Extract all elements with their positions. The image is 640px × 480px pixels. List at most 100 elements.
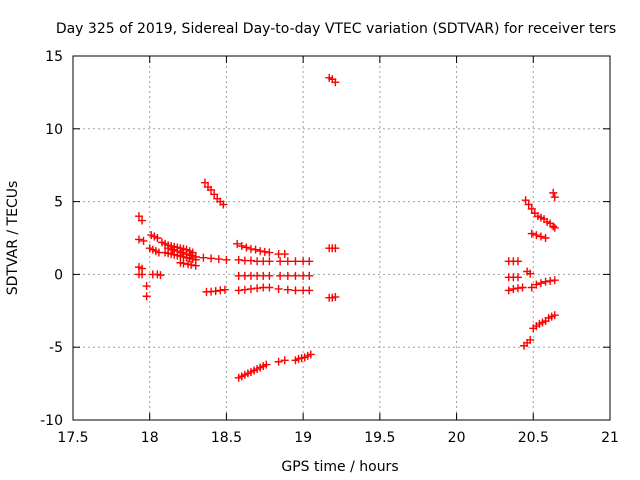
data-point (199, 253, 208, 262)
series-track-g (148, 270, 165, 280)
data-point (138, 216, 147, 225)
data-point (331, 292, 340, 301)
data-point (211, 287, 220, 296)
series-track-ad (504, 273, 522, 282)
data-point (265, 271, 274, 280)
series-track-o (233, 239, 274, 257)
data-points (134, 73, 559, 382)
series-track-ac (504, 257, 522, 266)
x-tick-label: 19.5 (364, 430, 395, 446)
data-point (191, 261, 200, 270)
y-tick-label: 10 (45, 122, 63, 138)
data-point (283, 285, 292, 294)
series-track-u (276, 271, 314, 280)
data-point (532, 280, 541, 289)
data-point (504, 286, 513, 295)
data-point (246, 244, 255, 253)
data-point (518, 283, 527, 292)
data-point (550, 276, 559, 285)
data-point (305, 271, 314, 280)
data-point (173, 247, 182, 256)
data-point (280, 356, 289, 365)
y-axis-label: SDTVAR / TECUs (5, 181, 21, 296)
x-tick-label: 21 (601, 430, 619, 446)
series-track-e (147, 231, 162, 242)
data-point (306, 350, 315, 359)
data-point (291, 286, 300, 295)
data-point (179, 259, 188, 268)
data-point (526, 269, 535, 278)
data-point (536, 279, 545, 288)
data-point (177, 248, 186, 257)
data-point (513, 284, 522, 293)
series-track-q (234, 271, 274, 280)
y-tick-label: 5 (54, 195, 63, 211)
data-point (220, 285, 229, 294)
data-point (521, 196, 530, 205)
data-point (536, 232, 545, 241)
data-point (139, 236, 148, 245)
series-track-ah (523, 267, 535, 278)
series-track-f (145, 244, 163, 257)
data-point (276, 271, 285, 280)
series-track-aa (325, 244, 340, 253)
data-point (210, 190, 219, 199)
data-point (509, 284, 518, 293)
data-point (260, 247, 269, 256)
data-point (541, 277, 550, 286)
data-point (134, 235, 143, 244)
data-point (216, 286, 225, 295)
data-point (262, 360, 271, 369)
series-track-aj (520, 335, 535, 350)
data-point (200, 178, 209, 187)
data-point (233, 239, 242, 248)
x-tick-label: 17.5 (57, 430, 88, 446)
data-point (283, 271, 292, 280)
data-point (246, 284, 255, 293)
x-tick-label: 20.5 (518, 430, 549, 446)
data-point (240, 285, 249, 294)
series-track-x (274, 356, 289, 366)
data-point (134, 212, 143, 221)
data-point (265, 248, 274, 257)
data-point (274, 284, 283, 293)
data-point (527, 283, 536, 292)
series-track-d (142, 282, 151, 301)
series-track-ab (325, 292, 340, 302)
data-point (549, 222, 558, 231)
x-tick-label: 19 (294, 430, 312, 446)
y-tick-label: 15 (45, 49, 63, 65)
data-point (331, 78, 340, 87)
data-point (246, 256, 255, 265)
data-point (187, 260, 196, 269)
data-point (526, 335, 535, 344)
data-point (251, 245, 260, 254)
series-track-ag (527, 229, 550, 242)
axis-ticks: 17.5 18 18.5 19 19.5 20 20.5 21 -10 -5 0 5 10 15 (40, 49, 619, 446)
series-track-z (325, 73, 340, 87)
data-point (527, 229, 536, 238)
series-track-v (274, 284, 314, 295)
series-track-al (549, 188, 559, 202)
data-point (207, 254, 216, 263)
data-point (242, 243, 251, 252)
data-point (546, 276, 555, 285)
y-tick-label: -5 (49, 340, 63, 356)
series-track-y (291, 350, 315, 365)
data-point (219, 200, 228, 209)
series-track-p (234, 255, 274, 266)
series-track-ak (529, 311, 559, 333)
data-point (182, 250, 191, 259)
series-track-k (176, 258, 200, 270)
series-track-af (521, 196, 559, 232)
series-track-m (191, 252, 231, 264)
chart-title: Day 325 of 2019, Sidereal Day-to-day VTE… (56, 21, 616, 37)
x-tick-label: 20 (448, 430, 466, 446)
x-axis-label: GPS time / hours (281, 459, 398, 475)
x-tick-label: 18 (141, 430, 159, 446)
series-track-a (134, 212, 147, 225)
data-point (164, 244, 173, 253)
data-point (274, 357, 283, 366)
data-point (541, 234, 550, 242)
